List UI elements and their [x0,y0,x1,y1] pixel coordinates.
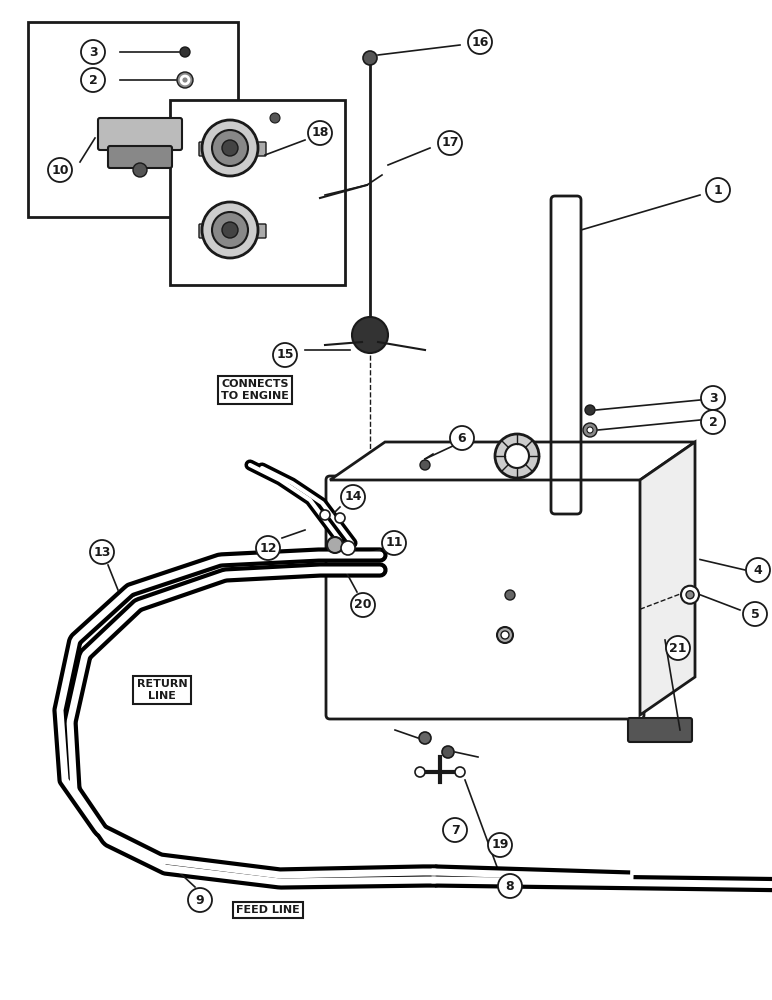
Circle shape [701,386,725,410]
Circle shape [202,120,258,176]
Polygon shape [640,442,695,715]
Text: 21: 21 [669,642,687,654]
Text: FEED LINE: FEED LINE [236,905,300,915]
Text: 7: 7 [451,824,459,836]
Circle shape [177,72,193,88]
Circle shape [438,131,462,155]
Circle shape [495,434,539,478]
Text: 17: 17 [442,136,459,149]
Text: 15: 15 [276,349,294,361]
Circle shape [488,833,512,857]
Circle shape [505,444,529,468]
Text: 6: 6 [458,432,466,444]
Circle shape [222,140,238,156]
Text: 8: 8 [506,880,514,892]
Circle shape [450,426,474,450]
Text: CONNECTS
TO ENGINE: CONNECTS TO ENGINE [221,379,289,401]
Circle shape [352,317,388,353]
Circle shape [335,513,345,523]
Circle shape [415,767,425,777]
Circle shape [351,593,375,617]
Circle shape [270,113,280,123]
Circle shape [706,178,730,202]
Text: 10: 10 [51,163,69,176]
Circle shape [587,427,593,433]
Circle shape [382,531,406,555]
Circle shape [681,586,699,604]
Text: 3: 3 [89,45,97,58]
FancyBboxPatch shape [199,142,266,156]
Circle shape [188,888,212,912]
Circle shape [320,510,330,520]
Text: 12: 12 [259,542,276,554]
Text: 3: 3 [709,391,717,404]
Text: 18: 18 [311,126,329,139]
Circle shape [256,536,280,560]
Text: 20: 20 [354,598,372,611]
FancyBboxPatch shape [326,476,644,719]
Text: 13: 13 [93,546,110,558]
Circle shape [308,121,332,145]
FancyBboxPatch shape [28,22,238,217]
Circle shape [498,874,522,898]
Circle shape [743,602,767,626]
Circle shape [212,212,248,248]
Circle shape [686,591,694,599]
Circle shape [81,68,105,92]
Circle shape [419,732,431,744]
FancyBboxPatch shape [628,718,692,742]
Circle shape [666,636,690,660]
Circle shape [501,631,509,639]
Circle shape [48,158,72,182]
FancyBboxPatch shape [108,146,172,168]
Circle shape [363,51,377,65]
FancyBboxPatch shape [199,224,266,238]
Text: 19: 19 [491,838,509,852]
Circle shape [180,47,190,57]
Circle shape [468,30,492,54]
Circle shape [585,405,595,415]
Circle shape [222,222,238,238]
Text: RETURN
LINE: RETURN LINE [137,679,188,701]
FancyBboxPatch shape [170,100,345,285]
Circle shape [443,818,467,842]
Circle shape [442,746,454,758]
Circle shape [746,558,770,582]
Circle shape [273,343,297,367]
Circle shape [420,460,430,470]
Circle shape [701,410,725,434]
Text: 16: 16 [472,35,489,48]
Circle shape [497,627,513,643]
Circle shape [202,202,258,258]
Circle shape [455,767,465,777]
Circle shape [212,130,248,166]
Circle shape [327,537,343,553]
FancyBboxPatch shape [98,118,182,150]
Circle shape [505,590,515,600]
Circle shape [341,485,365,509]
Text: 2: 2 [89,74,97,87]
Polygon shape [330,442,695,480]
Text: 4: 4 [753,564,763,576]
Circle shape [583,423,597,437]
Circle shape [133,163,147,177]
Text: 5: 5 [750,607,760,620]
Circle shape [341,541,355,555]
Text: 1: 1 [713,184,723,196]
Text: 14: 14 [344,490,362,504]
Circle shape [90,540,114,564]
Text: 9: 9 [195,894,205,906]
Circle shape [81,40,105,64]
Text: 2: 2 [709,416,717,428]
Text: 11: 11 [385,536,403,550]
